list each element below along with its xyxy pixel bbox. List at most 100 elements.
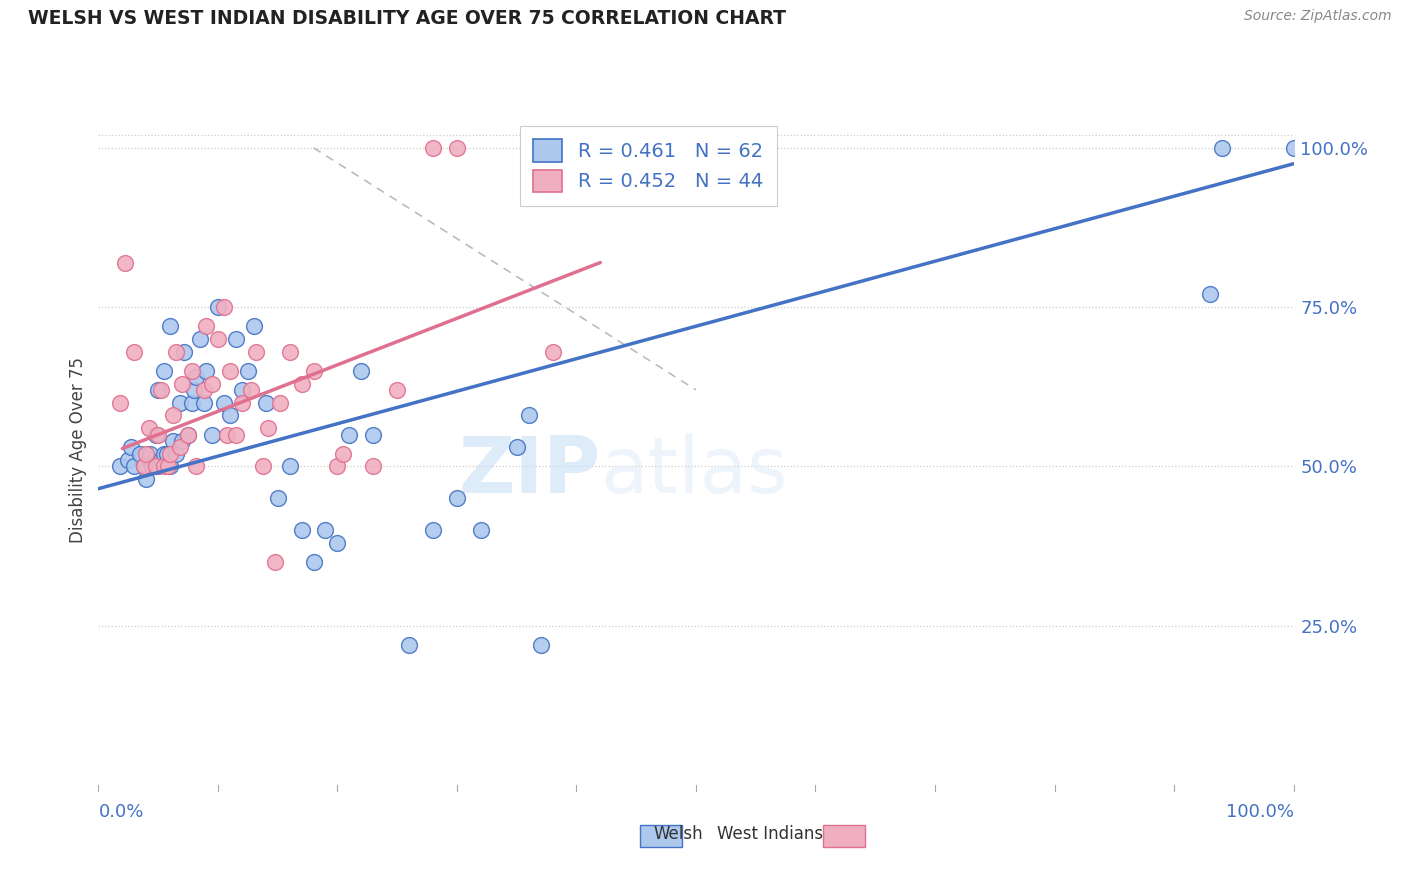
Text: Source: ZipAtlas.com: Source: ZipAtlas.com	[1244, 9, 1392, 23]
Point	[541, 141, 564, 155]
Text: ZIP: ZIP	[458, 433, 600, 508]
Point	[135, 447, 157, 461]
Point	[278, 344, 301, 359]
Point	[138, 453, 160, 467]
Point	[114, 255, 136, 269]
Point	[145, 459, 167, 474]
Point	[240, 383, 263, 397]
Point	[129, 447, 152, 461]
Point	[148, 427, 170, 442]
Point	[120, 440, 142, 454]
Point	[201, 427, 224, 442]
Point	[219, 409, 242, 423]
Point	[422, 141, 444, 155]
Point	[162, 409, 184, 423]
Point	[201, 376, 224, 391]
Point	[302, 555, 325, 569]
Point	[302, 364, 325, 378]
Point	[1211, 141, 1233, 155]
Point	[225, 332, 247, 346]
Point	[541, 344, 564, 359]
Point	[291, 523, 314, 537]
Point	[291, 376, 314, 391]
Text: West Indians: West Indians	[717, 825, 823, 843]
Point	[257, 421, 280, 435]
Point	[363, 427, 385, 442]
Point	[135, 472, 157, 486]
Point	[177, 427, 200, 442]
Y-axis label: Disability Age Over 75: Disability Age Over 75	[69, 358, 87, 543]
Text: atlas: atlas	[600, 433, 787, 508]
Point	[470, 523, 492, 537]
Point	[517, 409, 540, 423]
Point	[225, 427, 247, 442]
Point	[422, 523, 444, 537]
Point	[278, 459, 301, 474]
Point	[193, 395, 215, 409]
Point	[217, 427, 239, 442]
Point	[1198, 287, 1220, 301]
Point	[169, 440, 191, 454]
Point	[446, 141, 468, 155]
Point	[231, 383, 253, 397]
Point	[186, 370, 208, 384]
Text: WELSH VS WEST INDIAN DISABILITY AGE OVER 75 CORRELATION CHART: WELSH VS WEST INDIAN DISABILITY AGE OVER…	[28, 9, 786, 28]
Point	[159, 447, 181, 461]
Point	[254, 395, 277, 409]
Point	[219, 364, 242, 378]
Point	[267, 491, 290, 506]
Point	[269, 395, 291, 409]
Point	[326, 536, 349, 550]
Legend: R = 0.461   N = 62, R = 0.452   N = 44: R = 0.461 N = 62, R = 0.452 N = 44	[520, 126, 776, 205]
Point	[172, 376, 194, 391]
Point	[172, 434, 194, 448]
Point	[159, 459, 181, 474]
Point	[108, 395, 131, 409]
Point	[156, 459, 179, 474]
Point	[231, 395, 253, 409]
Point	[186, 459, 208, 474]
Point	[138, 421, 160, 435]
Point	[541, 141, 564, 155]
Point	[245, 344, 267, 359]
Point	[165, 447, 187, 461]
Point	[153, 447, 176, 461]
Point	[565, 141, 588, 155]
Point	[332, 447, 354, 461]
Point	[180, 395, 202, 409]
Point	[162, 434, 184, 448]
Point	[117, 453, 139, 467]
Point	[212, 395, 235, 409]
Text: Welsh: Welsh	[654, 825, 703, 843]
Point	[124, 459, 146, 474]
Point	[124, 344, 146, 359]
Point	[326, 459, 349, 474]
Point	[350, 364, 373, 378]
Point	[212, 300, 235, 314]
Point	[363, 459, 385, 474]
Point	[194, 319, 218, 334]
Point	[145, 427, 167, 442]
Point	[159, 319, 181, 334]
Point	[139, 447, 162, 461]
Point	[153, 364, 176, 378]
Point	[385, 383, 409, 397]
Point	[173, 344, 195, 359]
Point	[315, 523, 337, 537]
Point	[506, 440, 529, 454]
Text: 0.0%: 0.0%	[98, 803, 143, 821]
Point	[169, 395, 191, 409]
Point	[1282, 141, 1305, 155]
Point	[180, 364, 202, 378]
Point	[339, 427, 360, 442]
Point	[149, 383, 172, 397]
Point	[236, 364, 259, 378]
Point	[149, 453, 172, 467]
Point	[183, 383, 205, 397]
Point	[188, 332, 211, 346]
Point	[141, 459, 163, 474]
Point	[207, 300, 229, 314]
Text: 100.0%: 100.0%	[1226, 803, 1294, 821]
Point	[252, 459, 274, 474]
Point	[243, 319, 266, 334]
